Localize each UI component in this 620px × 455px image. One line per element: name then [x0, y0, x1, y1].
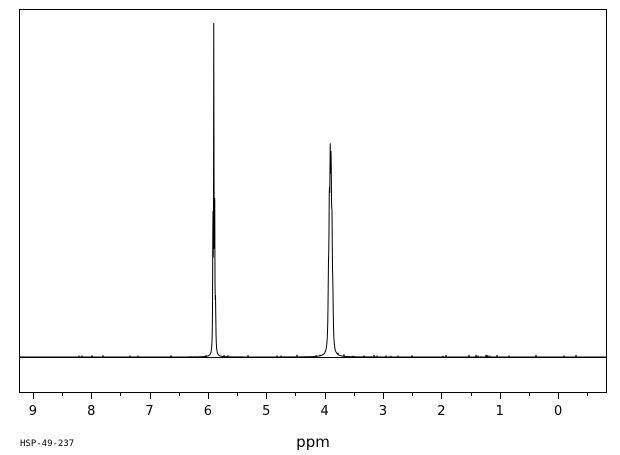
tick-label: 3 — [379, 404, 387, 419]
tick-label: 7 — [145, 404, 153, 419]
x-axis-tick-labels: 9 8 7 6 5 4 3 2 1 0 — [29, 404, 563, 419]
tick-label: 4 — [321, 404, 329, 419]
tick-label: 2 — [437, 404, 445, 419]
x-axis-title: ppm — [296, 433, 330, 451]
spectrum-trace — [20, 23, 606, 358]
tick-label: 5 — [262, 404, 270, 419]
tick-label: 8 — [87, 404, 95, 419]
tick-label: 6 — [204, 404, 212, 419]
tick-label: 1 — [496, 404, 504, 419]
x-axis-ticks — [33, 392, 588, 399]
sample-id-label: HSP-49-237 — [20, 439, 74, 449]
plot-frame — [19, 9, 607, 393]
tick-label: 9 — [29, 404, 37, 419]
tick-label: 0 — [554, 404, 562, 419]
